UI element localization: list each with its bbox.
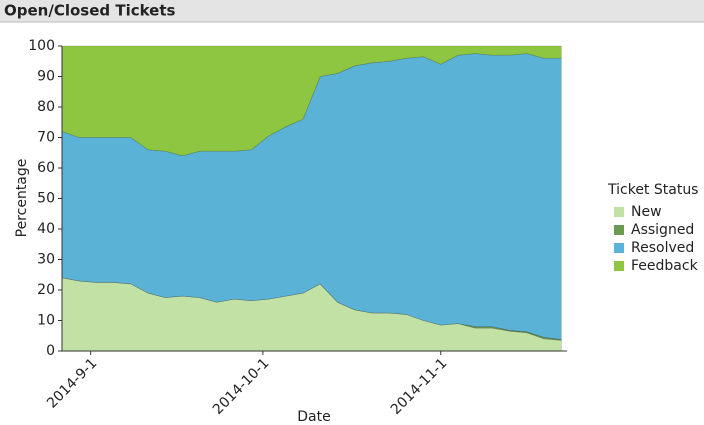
legend-title: Ticket Status (607, 182, 698, 198)
y-tick-label: 60 (37, 160, 55, 176)
y-tick-label: 80 (37, 99, 55, 115)
x-tick-label: 2014-11-1 (388, 355, 451, 418)
legend-swatch (614, 207, 624, 217)
y-tick-label: 50 (37, 191, 55, 207)
header-bar (0, 0, 704, 22)
x-tick-label: 2014-9-1 (44, 355, 100, 411)
legend-label: Assigned (631, 222, 694, 238)
y-tick-label: 70 (37, 130, 55, 146)
legend-swatch (614, 225, 624, 235)
header-title: Open/Closed Tickets (4, 2, 176, 20)
legend-label: Resolved (631, 240, 694, 256)
y-tick-label: 20 (37, 282, 55, 298)
y-tick-label: 0 (46, 343, 55, 359)
y-tick-label: 10 (37, 313, 55, 329)
x-axis-label: Date (297, 409, 330, 425)
y-tick-label: 100 (28, 38, 55, 54)
y-tick-label: 90 (37, 69, 55, 85)
legend-swatch (614, 261, 624, 271)
y-tick-label: 30 (37, 252, 55, 268)
y-tick-label: 40 (37, 221, 55, 237)
y-axis-label: Percentage (14, 159, 30, 238)
legend-label: Feedback (631, 258, 699, 274)
legend-label: New (631, 204, 662, 220)
x-tick-label: 2014-10-1 (210, 355, 273, 418)
area (61, 45, 562, 157)
legend-swatch (614, 243, 624, 253)
